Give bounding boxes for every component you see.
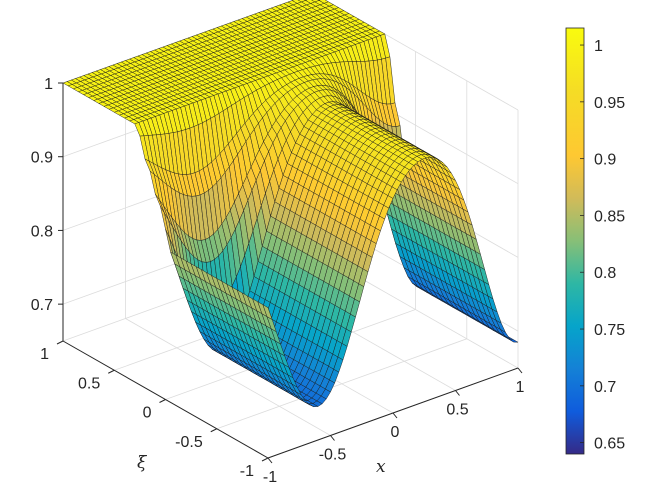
xi-tick-label: 0: [143, 405, 152, 422]
x-tick-mark: [392, 412, 398, 419]
colorbar-tick-label: 0.95: [594, 95, 625, 112]
z-tick-label: 1: [44, 76, 53, 93]
xi-tick-mark: [210, 428, 217, 433]
xi-tick-label: -1: [240, 463, 254, 480]
x-tick-label: 1: [516, 379, 525, 396]
x-tick-mark: [267, 457, 273, 464]
x-tick-label: 0.5: [446, 402, 468, 419]
surface-patch: [508, 338, 519, 343]
tick-labels: -1 -0.5 0 0.5 1 -1 -0.5 0 0.5 1 0.7 0.8 0.9 1: [31, 76, 525, 486]
colorbar: 0.65 0.7 0.75 0.8 0.85 0.9 0.95 1: [565, 27, 625, 455]
xi-tick-label: 0.5: [78, 375, 100, 392]
z-tick-label: 0.7: [31, 297, 53, 314]
surface-mesh: [62, 0, 519, 408]
xi-tick-mark: [159, 399, 166, 403]
colorbar-ticks: 0.65 0.7 0.75 0.8 0.85 0.9 0.95 1: [580, 38, 625, 453]
colorbar-tick-label: 0.9: [594, 152, 616, 169]
x-axis-label: x: [376, 457, 386, 477]
x-tick-mark: [455, 390, 460, 396]
z-tick-label: 0.8: [31, 223, 53, 240]
colorbar-tick-label: 0.75: [594, 322, 625, 339]
colorbar-tick-label: 0.65: [594, 436, 625, 453]
xi-tick-label: -0.5: [175, 434, 203, 451]
colorbar-gradient: [565, 27, 585, 455]
xi-tick-mark: [108, 369, 115, 374]
xi-tick-label: 1: [40, 346, 49, 363]
xi-tick-mark: [261, 457, 269, 462]
x-tick-label: -1: [263, 469, 277, 486]
colorbar-tick-label: 1: [594, 38, 603, 55]
xi-tick-mark: [56, 340, 64, 345]
y-axis-label: ξ: [137, 453, 148, 473]
x-tick-label: -0.5: [319, 447, 347, 464]
x-tick-label: 0: [391, 424, 400, 441]
colorbar-tick-label: 0.8: [594, 265, 616, 282]
x-tick-mark: [517, 367, 523, 374]
colorbar-tick-label: 0.85: [594, 208, 625, 225]
z-tick-label: 0.9: [31, 150, 53, 167]
x-tick-mark: [330, 435, 335, 441]
colorbar-tick-label: 0.7: [594, 379, 616, 396]
